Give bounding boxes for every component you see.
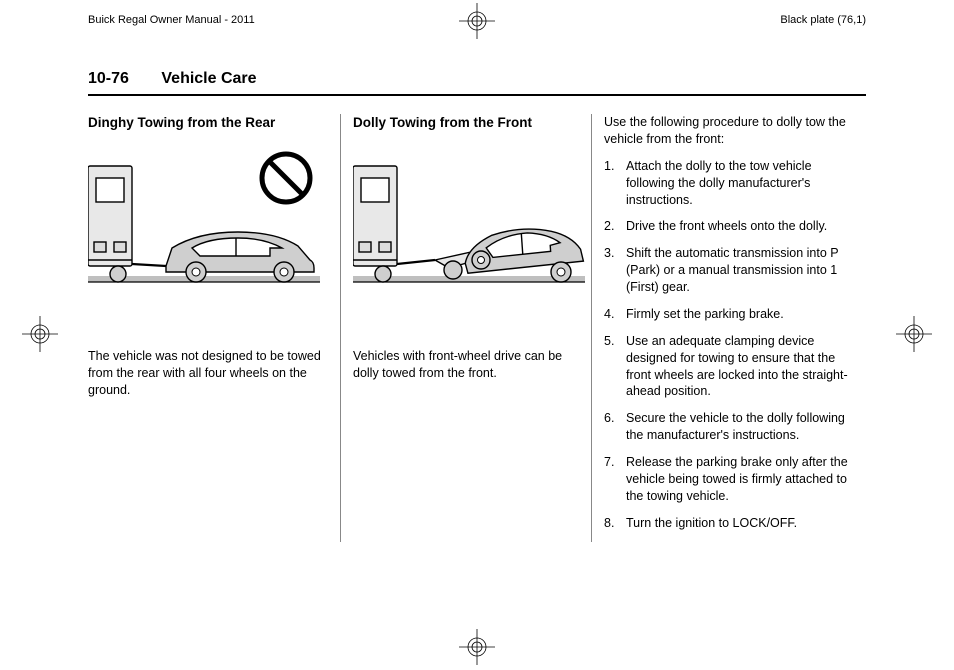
column-middle: Dolly Towing from the Front bbox=[340, 114, 592, 542]
page-content: 10-76 Vehicle Care Dinghy Towing from th… bbox=[88, 70, 866, 542]
dolly-front-text: Vehicles with front-wheel drive can be d… bbox=[353, 348, 579, 382]
procedure-intro: Use the following procedure to dolly tow… bbox=[604, 114, 854, 148]
section-title: Vehicle Care bbox=[161, 70, 256, 87]
section-header: 10-76 Vehicle Care bbox=[88, 70, 866, 96]
plate-info: Black plate (76,1) bbox=[780, 14, 866, 26]
list-item: Drive the front wheels onto the dolly. bbox=[604, 218, 854, 235]
crop-mark-bottom bbox=[459, 629, 495, 665]
dolly-front-figure bbox=[353, 148, 585, 308]
list-item: Shift the automatic transmission into P … bbox=[604, 245, 854, 296]
manual-title: Buick Regal Owner Manual - 2011 bbox=[88, 14, 255, 26]
list-item: Secure the vehicle to the dolly followin… bbox=[604, 410, 854, 444]
list-item: Turn the ignition to LOCK/OFF. bbox=[604, 515, 854, 532]
list-item: Use an adequate clamping device designed… bbox=[604, 333, 854, 401]
list-item: Attach the dolly to the tow vehicle foll… bbox=[604, 158, 854, 209]
crop-mark-left bbox=[22, 316, 58, 352]
no-icon bbox=[262, 154, 310, 202]
dolly-front-heading: Dolly Towing from the Front bbox=[353, 114, 579, 132]
list-item: Release the parking brake only after the… bbox=[604, 454, 854, 505]
list-item: Firmly set the parking brake. bbox=[604, 306, 854, 323]
dinghy-rear-text: The vehicle was not designed to be towed… bbox=[88, 348, 328, 399]
crop-mark-top bbox=[459, 3, 495, 39]
dinghy-rear-figure bbox=[88, 148, 320, 308]
dinghy-rear-heading: Dinghy Towing from the Rear bbox=[88, 114, 328, 132]
column-right: Use the following procedure to dolly tow… bbox=[592, 114, 854, 542]
crop-mark-right bbox=[896, 316, 932, 352]
page-number: 10-76 bbox=[88, 70, 129, 87]
column-left: Dinghy Towing from the Rear bbox=[88, 114, 340, 542]
procedure-list: Attach the dolly to the tow vehicle foll… bbox=[604, 158, 854, 532]
